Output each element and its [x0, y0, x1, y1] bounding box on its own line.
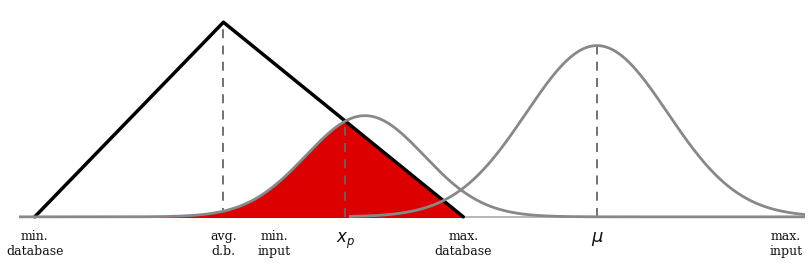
- Text: avg.
d.b.: avg. d.b.: [210, 230, 237, 259]
- Text: max.
input: max. input: [769, 230, 803, 259]
- Text: min.
input: min. input: [258, 230, 291, 259]
- Text: $\mu$: $\mu$: [591, 230, 604, 249]
- Text: max.
database: max. database: [434, 230, 492, 259]
- Text: $x_p$: $x_p$: [336, 230, 355, 251]
- Text: min.
database: min. database: [6, 230, 63, 259]
